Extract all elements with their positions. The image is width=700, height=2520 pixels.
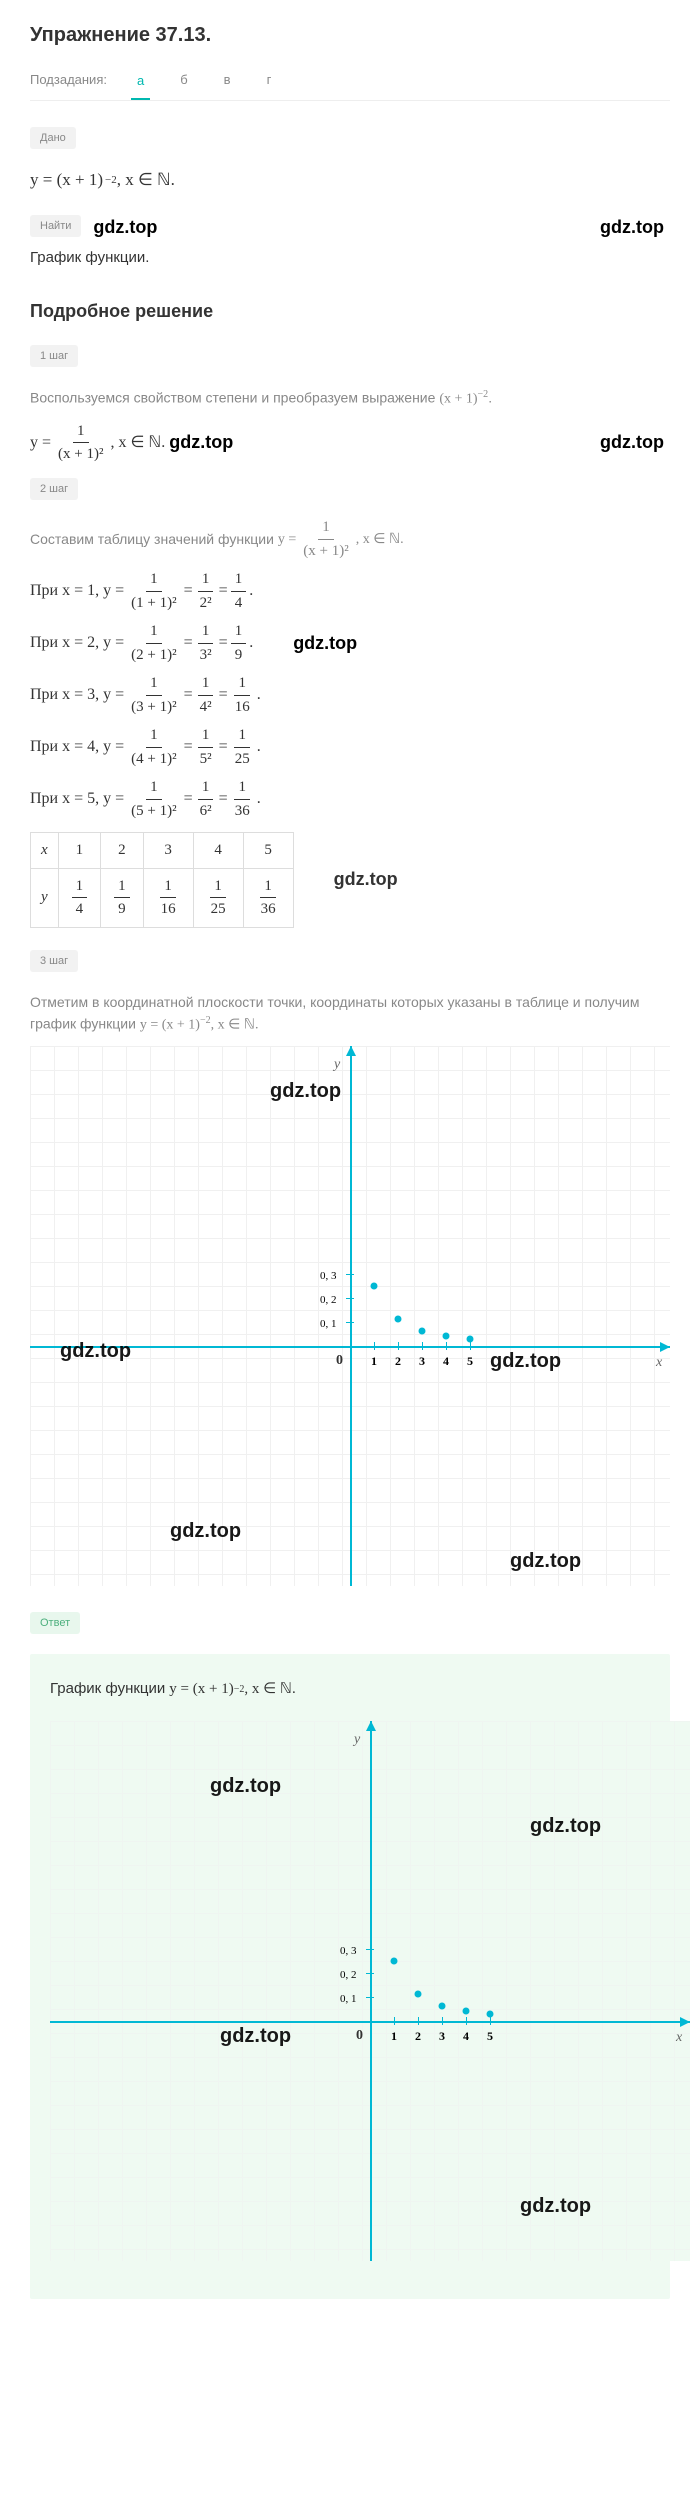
table-cell: 2	[101, 833, 144, 869]
table-cell: 1	[58, 833, 101, 869]
dano-badge: Дано	[30, 127, 76, 150]
step1-text: Воспользуемся свойством степени и преобр…	[30, 387, 670, 410]
tab-g[interactable]: г	[261, 68, 278, 92]
table-cell: 3	[143, 833, 193, 869]
find-badge: Найти	[30, 215, 81, 238]
den: 16	[157, 898, 180, 921]
den: (x + 1)²	[54, 443, 107, 466]
period: .	[488, 390, 492, 406]
answer-exp: −2	[234, 1682, 245, 1697]
solution-heading: Подробное решение	[30, 298, 670, 325]
text: Воспользуемся свойством степени и преобр…	[30, 390, 439, 406]
answer-box: График функции y = (x + 1)−2 , x ∈ ℕ. xy…	[30, 1654, 670, 2299]
exercise-title: Упражнение 37.13.	[30, 20, 670, 50]
subtabs-label: Подзадания:	[30, 70, 107, 90]
tail: , x ∈ ℕ.	[356, 529, 404, 550]
formula-text: y = (x + 1)	[30, 167, 103, 193]
num: 1	[72, 875, 88, 899]
solution-graph: xy0123450, 10, 20, 3gdz.topgdz.topgdz.to…	[30, 1046, 670, 1586]
formula-text: , x ∈ ℕ.	[117, 167, 175, 193]
num: 1	[73, 420, 89, 444]
step2-badge: 2 шаг	[30, 478, 78, 501]
step1-badge: 1 шаг	[30, 345, 78, 368]
expr-exp: −2	[478, 389, 489, 400]
num: 1	[210, 875, 226, 899]
expr-exp: −2	[200, 1015, 211, 1026]
num: 1	[114, 875, 130, 899]
den: (x + 1)²	[299, 540, 352, 563]
calc-row: При x = 3, y = 1(3 + 1)² = 14² = 116.	[30, 672, 670, 718]
values-table: x 1 2 3 4 5 gdz.top y 14 19 116 125 136	[30, 832, 408, 928]
table-row-x: x 1 2 3 4 5 gdz.top	[31, 833, 408, 869]
step1-formula: y = 1(x + 1)² , x ∈ ℕ. gdz.top gdz.top	[30, 420, 670, 466]
tail: , x ∈ ℕ.	[211, 1018, 259, 1033]
find-text: График функции.	[30, 247, 670, 270]
tab-b[interactable]: б	[174, 68, 193, 92]
den: 9	[114, 898, 130, 921]
tail: , x ∈ ℕ.	[110, 431, 165, 455]
den: 36	[257, 898, 280, 921]
answer-tail: , x ∈ ℕ.	[244, 1678, 295, 1701]
table-head-y: y	[31, 868, 59, 927]
table-cell: 4	[193, 833, 243, 869]
dano-formula: y = (x + 1)−2 , x ∈ ℕ.	[30, 167, 670, 193]
step2-text: Составим таблицу значений функции y = 1(…	[30, 516, 670, 562]
text: Отметим в координатной плоскости точки, …	[30, 994, 639, 1032]
y-eq: y =	[30, 431, 51, 455]
den: 25	[207, 898, 230, 921]
watermark-inline: gdz.top	[169, 429, 233, 456]
watermark-inline: gdz.top	[93, 214, 157, 241]
den: 4	[72, 898, 88, 921]
answer-expr: y = (x + 1)	[169, 1678, 233, 1701]
tab-v[interactable]: в	[218, 68, 237, 92]
formula-exp: −2	[105, 172, 117, 189]
subtabs-bar: Подзадания: а б в г	[30, 68, 670, 101]
watermark-inline: gdz.top	[600, 214, 664, 241]
num: 1	[260, 875, 276, 899]
table-cell: 5	[243, 833, 293, 869]
num: 1	[160, 875, 176, 899]
step3-badge: 3 шаг	[30, 950, 78, 973]
step3-text: Отметим в координатной плоскости точки, …	[30, 992, 670, 1036]
calc-row: При x = 1, y = 1(1 + 1)² = 12² = 14.	[30, 568, 670, 614]
table-head-x: x	[31, 833, 59, 869]
answer-text: График функции	[50, 1678, 165, 1701]
expr: y = (x + 1)	[140, 1018, 200, 1033]
text: Составим таблицу значений функции	[30, 529, 274, 550]
tab-a[interactable]: а	[131, 69, 150, 101]
y-eq: y =	[278, 529, 296, 550]
calc-row: При x = 5, y = 1(5 + 1)² = 16² = 136.	[30, 776, 670, 822]
answer-graph: xy0123450, 10, 20, 3gdz.topgdz.topgdz.to…	[50, 1721, 690, 2261]
watermark-inline: gdz.top	[600, 429, 664, 456]
calc-row: При x = 2, y = 1(2 + 1)² = 13² = 19.gdz.…	[30, 620, 670, 666]
calc-row: При x = 4, y = 1(4 + 1)² = 15² = 125.	[30, 724, 670, 770]
num: 1	[318, 516, 334, 540]
expr: (x + 1)	[439, 392, 477, 407]
answer-badge: Ответ	[30, 1612, 80, 1635]
watermark-inline: gdz.top	[293, 833, 407, 928]
